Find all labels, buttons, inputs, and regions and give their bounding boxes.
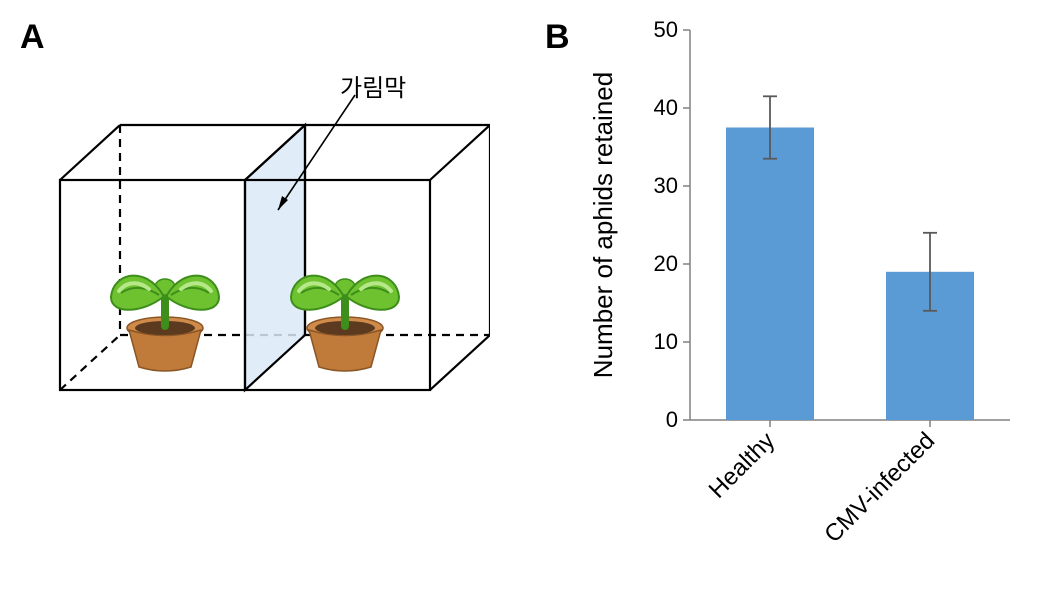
plant-right <box>285 235 405 375</box>
svg-text:CMV-infected: CMV-infected <box>819 427 940 548</box>
svg-text:0: 0 <box>666 407 678 432</box>
panel-a: 가림막 <box>30 20 490 440</box>
box-diagram <box>30 60 490 420</box>
svg-text:10: 10 <box>654 329 678 354</box>
panel-b: 0 10 20 30 40 50 Number of aphids retained Heal… <box>540 0 1040 616</box>
figure-root: A <box>0 0 1047 616</box>
svg-text:20: 20 <box>654 251 678 276</box>
bar-chart: 0 10 20 30 40 50 Number of aphids retained Heal… <box>580 10 1040 600</box>
screen-label: 가림막 <box>340 68 406 103</box>
svg-text:40: 40 <box>654 95 678 120</box>
svg-text:50: 50 <box>654 17 678 42</box>
plant-left <box>105 235 225 375</box>
svg-text:Number of aphids retained: Number of aphids retained <box>588 72 618 378</box>
svg-text:Healthy: Healthy <box>704 427 781 504</box>
svg-text:30: 30 <box>654 173 678 198</box>
